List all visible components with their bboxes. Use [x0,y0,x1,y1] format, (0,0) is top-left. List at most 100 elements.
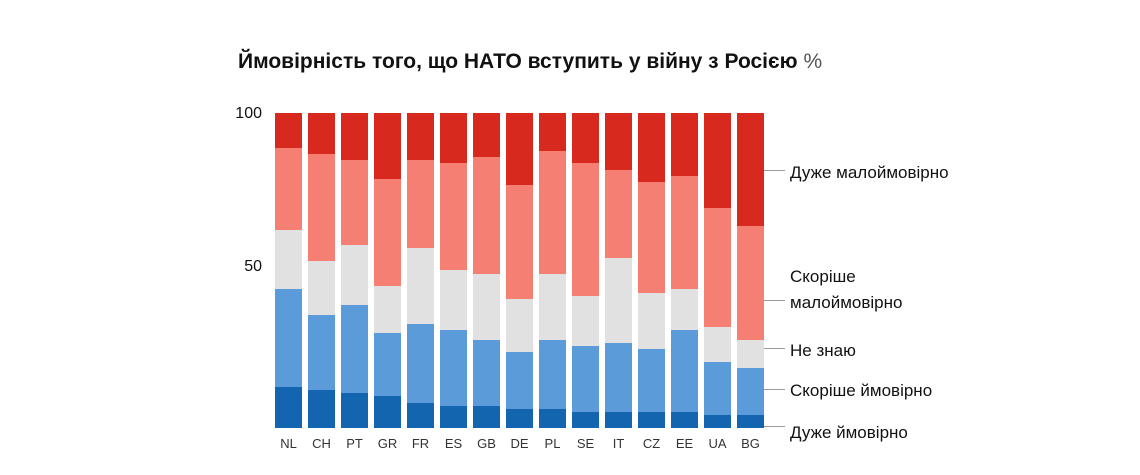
bar-segment [671,412,698,428]
bar-segment [341,305,368,394]
bar-segment [275,113,302,148]
bar-segment [704,361,731,416]
bar-segment [473,157,500,274]
bar-segment [704,207,731,328]
bar-segment [473,405,500,428]
x-axis-label-pl: PL [544,436,561,451]
x-axis-label-gr: GR [377,436,398,451]
bar-segment [737,368,764,416]
x-axis-label-fr: FR [411,436,430,451]
x-axis-label-ee: EE [675,436,694,451]
bar-segment [341,245,368,306]
chart-title: Ймовірність того, що НАТО вступить у вій… [238,50,822,74]
bar-segment [341,113,368,161]
bar-segment [638,292,665,350]
bar-segment [704,415,731,428]
bar-segment [572,295,599,347]
bar-segment [506,185,533,299]
bar-ua [704,113,731,428]
bar-segment [374,113,401,180]
bar-segment [341,160,368,246]
bar-ee [671,113,698,428]
x-axis-label-se: SE [576,436,595,451]
bar-pt [341,113,368,428]
bar-segment [407,248,434,325]
bar-segment [308,390,335,428]
bar-segment [704,327,731,362]
bar-es [440,113,467,428]
bar-segment [638,113,665,183]
bar-segment [374,333,401,397]
legend-connector-very-unlikely [764,170,785,171]
bar-segment [605,342,632,413]
bar-pl [539,113,566,428]
bar-segment [440,113,467,164]
x-axis-label-cz: CZ [642,436,661,451]
bar-segment [374,179,401,287]
bar-segment [572,163,599,296]
bar-segment [473,113,500,158]
bar-segment [539,113,566,151]
bar-segment [605,257,632,343]
bar-se [572,113,599,428]
legend-label-rather-likely: Скоріше ймовірно [790,381,933,400]
chart-title-percent: % [803,50,823,73]
legend-connector-rather-likely [764,389,785,390]
bar-segment [605,169,632,258]
bar-segment [308,261,335,315]
bar-segment [572,412,599,428]
bar-it [605,113,632,428]
bar-segment [737,339,764,369]
x-axis-label-ua: UA [708,436,727,451]
bar-ch [308,113,335,428]
x-axis-label-pt: PT [346,436,363,451]
bar-segment [605,412,632,428]
y-axis-tick-100: 100 [235,105,262,122]
bar-segment [440,270,467,331]
bar-segment [737,226,764,340]
legend-label-very-unlikely: Дуже малоймовірно [790,163,949,182]
bar-segment [539,409,566,428]
bar-segment [341,393,368,428]
bar-segment [605,113,632,170]
bar-segment [506,298,533,353]
x-axis-label-de: DE [510,436,529,451]
bar-segment [671,176,698,290]
bar-segment [308,113,335,154]
x-axis-label-nl: NL [280,436,297,451]
bar-segment [374,396,401,428]
bar-segment [539,273,566,340]
bar-segment [539,150,566,274]
bar-segment [374,286,401,334]
bar-segment [275,387,302,428]
y-axis-tick-50: 50 [244,258,262,275]
bar-segment [671,289,698,331]
legend-connector-rather-unlikely [764,300,785,301]
x-axis-label-ch: CH [312,436,331,451]
bar-segment [572,113,599,164]
bar-gr [374,113,401,428]
legend-label-very-likely: Дуже ймовірно [790,423,908,442]
bar-nl [275,113,302,428]
bar-segment [440,330,467,406]
bar-gb [473,113,500,428]
bar-segment [506,352,533,410]
bar-segment [407,113,434,161]
bar-segment [275,147,302,230]
chart-title-text: Ймовірність того, що НАТО вступить у вій… [238,50,798,73]
bar-segment [638,349,665,413]
x-axis-label-es: ES [444,436,463,451]
bar-segment [704,113,731,208]
bar-de [506,113,533,428]
bar-segment [275,289,302,388]
legend-label-dont-know: Не знаю [790,341,856,360]
bar-segment [506,409,533,428]
bar-segment [473,273,500,340]
bar-segment [737,113,764,227]
bar-segment [407,324,434,403]
bar-segment [308,314,335,391]
bar-bg [737,113,764,428]
legend-connector-dont-know [764,348,785,349]
x-axis-label-gb: GB [477,436,496,451]
